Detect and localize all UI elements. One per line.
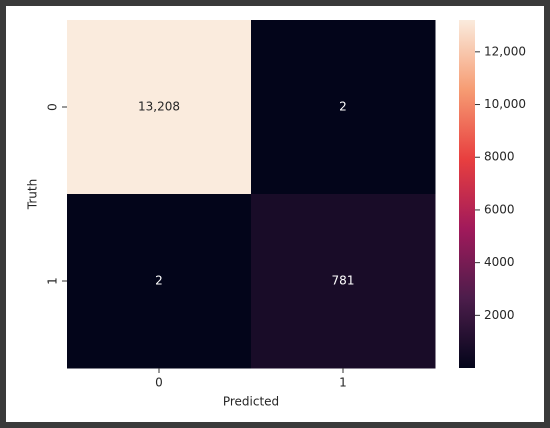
x-tick-label: 1 (339, 376, 347, 390)
heatmap-cell (67, 20, 252, 195)
y-tick-label: 0 (46, 103, 60, 111)
y-tick-label: 1 (46, 277, 60, 285)
colorbar-tick-label: 8000 (484, 150, 515, 164)
cell-label: 2 (155, 274, 163, 288)
colorbar-tick-label: 12,000 (484, 44, 526, 58)
x-tick-label: 0 (155, 376, 163, 390)
heatmap-cell (251, 194, 436, 369)
colorbar-tick-label: 2000 (484, 308, 515, 322)
cell-label: 13,208 (138, 100, 180, 114)
cell-label: 2 (339, 100, 347, 114)
colorbar-tick-label: 4000 (484, 255, 515, 269)
x-axis-label: Predicted (223, 395, 279, 409)
y-axis-label: Truth (26, 179, 40, 210)
heatmap-cell (251, 20, 436, 195)
cell-label: 781 (332, 274, 355, 288)
heatmap-cell (67, 194, 252, 369)
colorbar (459, 20, 475, 368)
colorbar-tick-label: 10,000 (484, 97, 526, 111)
colorbar-tick-label: 6000 (484, 202, 515, 216)
